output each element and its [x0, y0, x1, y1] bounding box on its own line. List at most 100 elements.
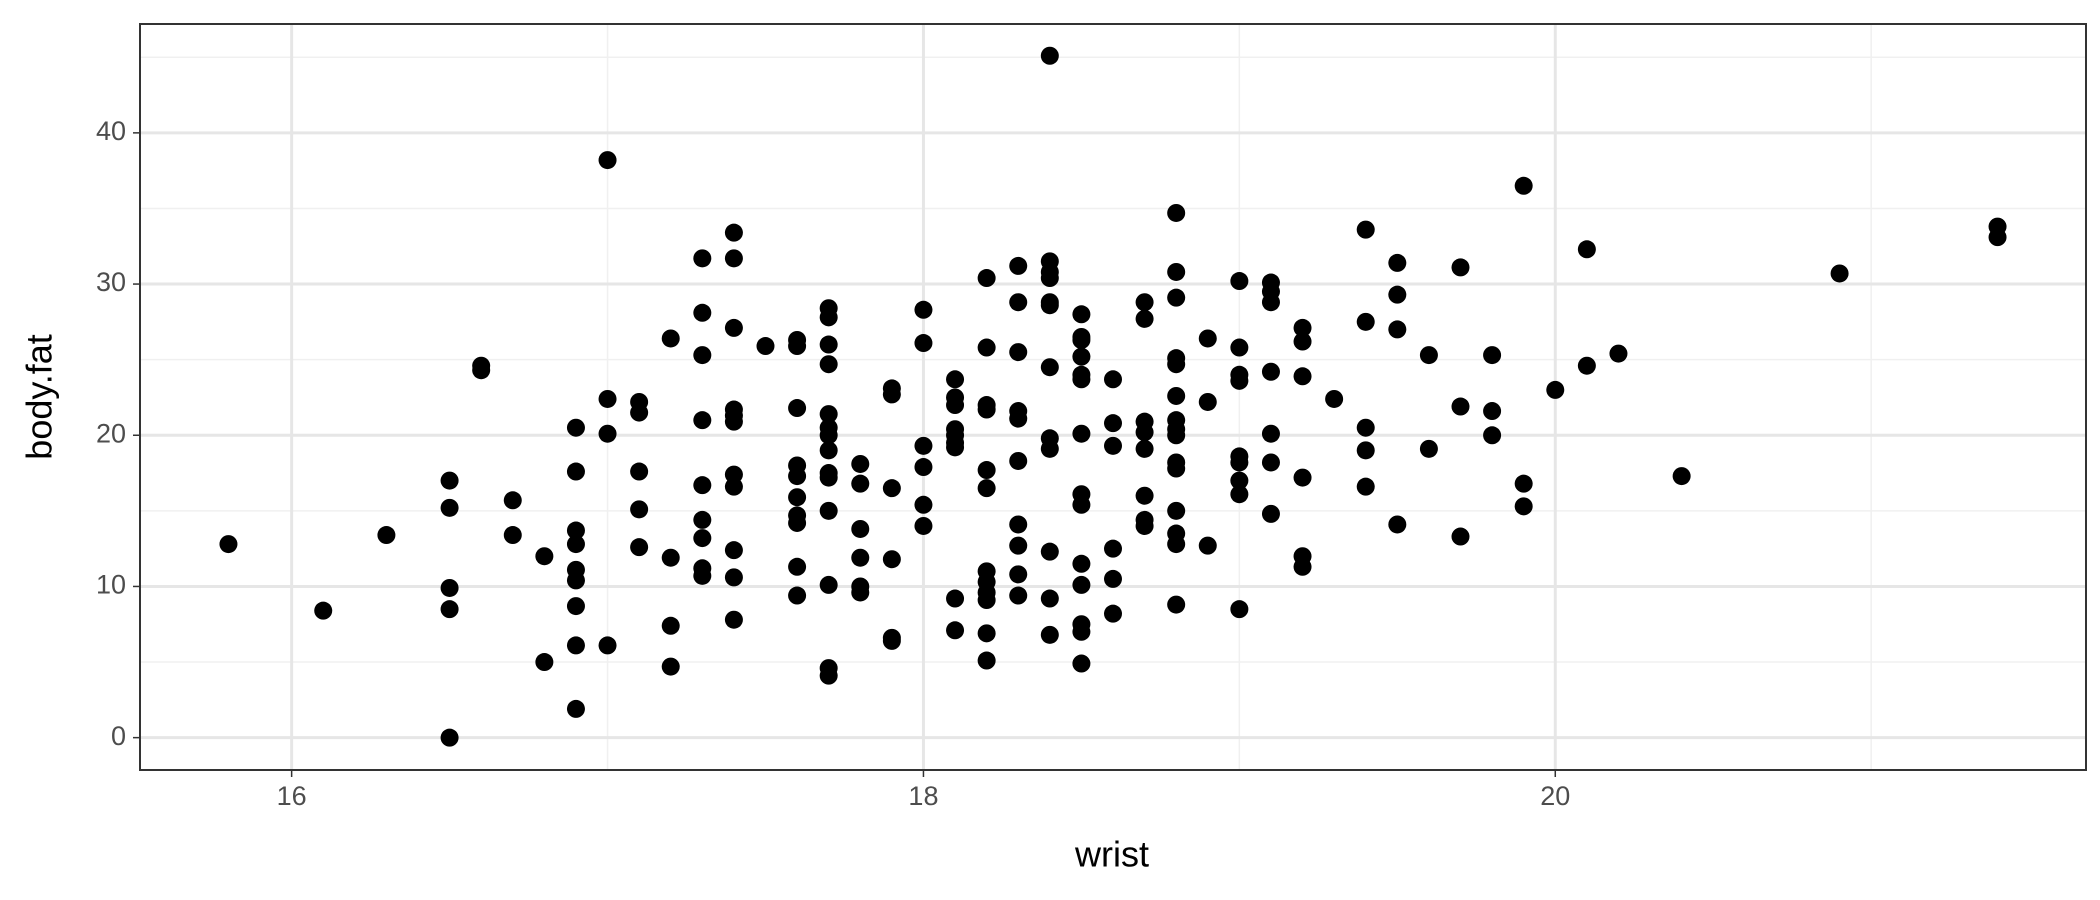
point	[566, 571, 585, 590]
point	[1230, 600, 1249, 619]
point	[661, 657, 680, 676]
point	[1072, 370, 1091, 389]
point	[440, 578, 459, 597]
point	[1167, 595, 1186, 614]
point	[1988, 228, 2007, 247]
y-axis-title: body.fat	[19, 334, 60, 459]
point	[535, 653, 554, 672]
point	[1388, 515, 1407, 534]
point	[1135, 423, 1154, 442]
y-tick-label: 10	[96, 570, 126, 600]
point	[1293, 332, 1312, 351]
point	[219, 535, 238, 554]
point	[819, 405, 838, 424]
point	[1072, 305, 1091, 324]
point	[1293, 557, 1312, 576]
point	[851, 454, 870, 473]
point	[882, 479, 901, 498]
point	[946, 621, 965, 640]
point	[1356, 477, 1375, 496]
point	[1040, 625, 1059, 644]
point	[630, 500, 649, 519]
point	[724, 249, 743, 268]
point	[977, 461, 996, 480]
point	[1009, 256, 1028, 275]
point	[1072, 554, 1091, 573]
point	[314, 601, 333, 620]
point	[693, 510, 712, 529]
point	[914, 436, 933, 455]
point	[819, 308, 838, 327]
point	[1198, 329, 1217, 348]
point	[882, 550, 901, 569]
x-tick-label: 18	[908, 781, 938, 811]
point	[819, 441, 838, 460]
point	[566, 462, 585, 481]
point	[1514, 176, 1533, 195]
point	[1356, 441, 1375, 460]
point	[946, 589, 965, 608]
point	[1072, 424, 1091, 443]
point	[977, 624, 996, 643]
point	[693, 303, 712, 322]
point	[851, 519, 870, 538]
point	[1230, 453, 1249, 472]
point	[977, 269, 996, 288]
point	[440, 728, 459, 747]
point	[788, 337, 807, 356]
point	[661, 329, 680, 348]
point	[1261, 362, 1280, 381]
y-tick-label: 0	[111, 721, 126, 751]
point	[788, 488, 807, 507]
point	[1040, 269, 1059, 288]
point	[1167, 386, 1186, 405]
point	[1230, 371, 1249, 390]
point	[1009, 586, 1028, 605]
point	[1072, 495, 1091, 514]
point	[1451, 527, 1470, 546]
point	[1356, 312, 1375, 331]
point	[1072, 347, 1091, 366]
point	[630, 403, 649, 422]
point	[819, 501, 838, 520]
point	[1167, 203, 1186, 222]
point	[1451, 397, 1470, 416]
point	[1104, 604, 1122, 623]
x-tick-label: 20	[1540, 781, 1570, 811]
point	[1104, 436, 1122, 455]
point	[472, 361, 491, 380]
point	[598, 424, 617, 443]
point	[1293, 468, 1312, 487]
point	[1040, 542, 1059, 561]
point	[819, 666, 838, 685]
point	[724, 610, 743, 629]
point	[1009, 515, 1028, 534]
point	[882, 385, 901, 404]
point	[566, 636, 585, 655]
point	[1040, 358, 1059, 377]
point	[377, 526, 396, 545]
point	[1167, 426, 1186, 445]
point	[598, 389, 617, 408]
point	[630, 462, 649, 481]
point	[756, 337, 775, 356]
point	[661, 548, 680, 567]
point	[693, 476, 712, 495]
point	[1577, 356, 1596, 375]
point	[724, 318, 743, 337]
point	[1388, 285, 1407, 304]
point	[1261, 424, 1280, 443]
point	[1293, 367, 1312, 386]
point	[1261, 453, 1280, 472]
point	[1198, 536, 1217, 555]
point	[1167, 459, 1186, 478]
point	[1072, 575, 1091, 594]
point	[1009, 409, 1028, 428]
point	[724, 412, 743, 431]
point	[851, 474, 870, 493]
point	[1135, 439, 1154, 458]
point	[851, 548, 870, 567]
point	[1009, 343, 1028, 362]
point	[819, 355, 838, 374]
